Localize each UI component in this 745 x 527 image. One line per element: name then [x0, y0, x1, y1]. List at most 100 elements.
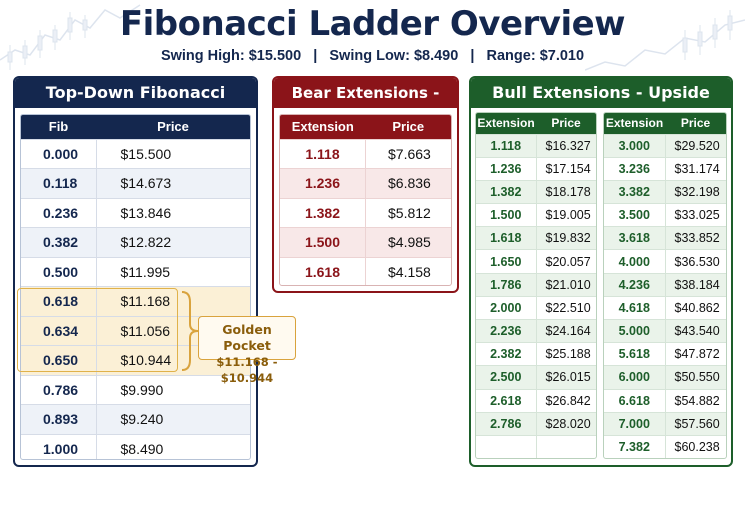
bull-title: Bull Extensions - Upside	[471, 78, 731, 108]
level-cell: 1.118	[280, 138, 366, 169]
level-cell: 1.500	[476, 203, 537, 227]
price-cell: $9.240	[96, 404, 250, 434]
level-cell: 4.236	[604, 272, 666, 297]
level-cell: 2.618	[476, 388, 537, 413]
price-cell: $38.184	[665, 272, 726, 297]
level-cell: 3.236	[604, 156, 666, 181]
level-cell: 1.000	[21, 433, 97, 459]
level-cell: 6.000	[604, 365, 666, 390]
price-cell: $26.015	[536, 365, 596, 390]
bull-row: 5.000 $43.540	[604, 318, 726, 343]
price-cell: $11.995	[96, 256, 250, 287]
level-cell: 0.618	[21, 286, 97, 316]
level-cell: 1.236	[280, 168, 366, 198]
level-cell: 5.000	[604, 318, 666, 343]
level-cell: 0.118	[21, 168, 97, 198]
level-cell: 0.786	[21, 374, 97, 405]
bull-table-left-frame: Extension Price 1.118 $16.327 1.236 $17.154…	[475, 112, 597, 459]
level-cell: 3.500	[604, 203, 666, 227]
ladder-table: Fib Price 0.000 $15.500 0.118 $14.673 0.236 $…	[21, 115, 250, 459]
bull-row: 3.382 $32.198	[604, 179, 726, 204]
bear-extensions-panel: Bear Extensions - Downside Extension Pri…	[272, 76, 459, 293]
price-cell: $24.164	[536, 318, 596, 343]
ladder-row: 0.618 $11.168	[21, 286, 250, 316]
price-cell: $43.540	[665, 318, 726, 343]
bull-row: 1.650 $20.057	[476, 249, 596, 274]
price-cell: $12.822	[96, 227, 250, 257]
ladder-row: 0.382 $12.822	[21, 227, 250, 257]
bull-left-col-price: Price	[536, 113, 596, 134]
price-cell: $22.510	[536, 295, 596, 320]
bull-row: 2.500 $26.015	[476, 365, 596, 390]
bear-row: 1.500 $4.985	[280, 227, 451, 257]
price-cell: $29.520	[665, 133, 726, 158]
price-cell: $19.005	[536, 203, 596, 227]
bull-row: 6.618 $54.882	[604, 388, 726, 413]
bull-row: 2.236 $24.164	[476, 318, 596, 343]
level-cell	[476, 434, 537, 458]
fibonacci-ladder-panel: Top-Down Fibonacci Ladder Fib Price 0.00…	[13, 76, 258, 467]
ladder-col-fib: Fib	[21, 115, 96, 139]
bull-row: 3.236 $31.174	[604, 156, 726, 181]
level-cell: 3.000	[604, 133, 666, 158]
price-cell: $6.836	[365, 168, 451, 198]
bull-row: 2.000 $22.510	[476, 295, 596, 320]
ladder-row: 0.118 $14.673	[21, 168, 250, 198]
bull-row: 2.382 $25.188	[476, 342, 596, 366]
level-cell: 2.786	[476, 411, 537, 436]
golden-pocket-label: Golden Pocket $11.168 - $10.944	[198, 316, 296, 385]
price-cell: $18.178	[536, 179, 596, 204]
level-cell: 0.500	[21, 256, 97, 287]
price-cell	[536, 434, 596, 458]
price-cell: $25.188	[536, 342, 596, 366]
level-cell: 0.634	[21, 315, 97, 346]
page-title: Fibonacci Ladder Overview	[119, 4, 626, 44]
price-cell: $21.010	[536, 272, 596, 297]
level-cell: 5.618	[604, 342, 666, 366]
level-cell: 1.382	[476, 179, 537, 204]
golden-pocket-range: $11.168 - $10.944	[216, 355, 278, 385]
level-cell: 1.786	[476, 272, 537, 297]
level-cell: 1.500	[280, 227, 366, 257]
bull-row: 1.382 $18.178	[476, 179, 596, 204]
bull-row: 1.786 $21.010	[476, 272, 596, 297]
level-cell: 0.650	[21, 345, 97, 375]
level-cell: 0.382	[21, 227, 97, 257]
page-header: Fibonacci Ladder Overview Swing High: $1…	[0, 4, 745, 64]
ladder-row: 0.500 $11.995	[21, 256, 250, 287]
level-cell: 7.000	[604, 411, 666, 436]
level-cell: 0.893	[21, 404, 97, 434]
swing-summary: Swing High: $15.500 | Swing Low: $8.490 …	[160, 48, 585, 64]
level-cell: 2.236	[476, 318, 537, 343]
price-cell: $13.846	[96, 197, 250, 228]
level-cell: 1.618	[476, 226, 537, 250]
price-cell: $26.842	[536, 388, 596, 413]
bull-row: 4.618 $40.862	[604, 295, 726, 320]
level-cell: 3.618	[604, 226, 666, 250]
bull-row: 3.618 $33.852	[604, 226, 726, 250]
bull-extensions-panel: Bull Extensions - Upside Extension Price…	[469, 76, 733, 467]
price-cell: $33.025	[665, 203, 726, 227]
price-cell: $5.812	[365, 197, 451, 228]
bull-right-col-extension: Extension	[604, 113, 665, 134]
ladder-col-price: Price	[96, 115, 250, 139]
level-cell: 1.236	[476, 156, 537, 181]
price-cell: $17.154	[536, 156, 596, 181]
level-cell: 1.382	[280, 197, 366, 228]
bull-table-left: Extension Price 1.118 $16.327 1.236 $17.154…	[476, 113, 596, 458]
bull-row: 5.618 $47.872	[604, 342, 726, 366]
bear-table: Extension Price 1.118 $7.663 1.236 $6.836 1.…	[280, 115, 451, 285]
ladder-row: 1.000 $8.490	[21, 433, 250, 459]
price-cell: $50.550	[665, 365, 726, 390]
price-cell: $31.174	[665, 156, 726, 181]
bull-row: 2.786 $28.020	[476, 411, 596, 436]
ladder-table-frame: Fib Price 0.000 $15.500 0.118 $14.673 0.236 $…	[20, 114, 251, 460]
bull-row	[476, 434, 596, 458]
bull-row: 1.236 $17.154	[476, 156, 596, 181]
bull-row: 7.382 $60.238	[604, 434, 726, 458]
bear-col-extension: Extension	[280, 115, 366, 139]
price-cell: $36.530	[665, 249, 726, 274]
price-cell: $8.490	[96, 433, 250, 459]
bull-row: 1.618 $19.832	[476, 226, 596, 250]
level-cell: 4.618	[604, 295, 666, 320]
